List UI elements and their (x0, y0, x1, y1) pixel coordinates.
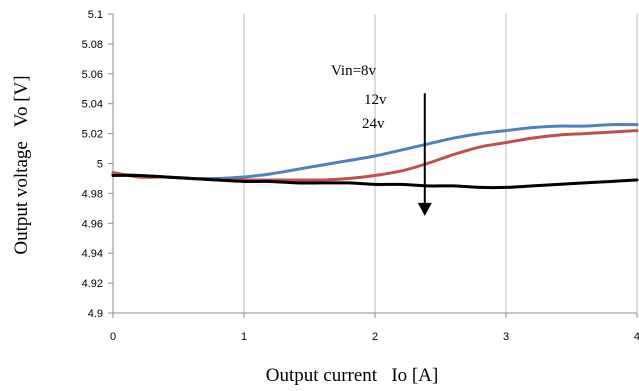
y-tick-label: 4.96 (82, 218, 103, 230)
x-tick-label: 4 (634, 331, 639, 343)
annotation-24v: 24v (362, 116, 385, 132)
y-tick-label: 5.04 (82, 99, 103, 111)
axes (108, 13, 638, 318)
x-tick-label: 0 (110, 331, 116, 343)
y-tick-label: 4.98 (82, 188, 103, 200)
annotations: Vin=8v 12v 24v (331, 63, 387, 132)
x-tick-label: 3 (503, 331, 509, 343)
arrow-head (417, 202, 432, 216)
y-tick-label: 5.02 (82, 129, 103, 141)
decreasing-vin-arrow (417, 93, 432, 216)
y-tick-label: 5.1 (88, 9, 103, 21)
y-axis-title: Output voltage Vo [V] (11, 75, 32, 254)
annotation-vin-8v: Vin=8v (331, 63, 377, 79)
tick-labels: 4.9 4.92 4.94 4.96 4.98 5 5.02 5.04 5.06 5.08 5.1 0… (82, 9, 639, 343)
y-tick-label: 5 (97, 159, 103, 171)
y-tick-label: 5.08 (82, 39, 103, 51)
x-tick-label: 1 (241, 331, 247, 343)
y-tick-label: 4.9 (88, 308, 103, 320)
y-tick-label: 5.06 (82, 69, 103, 81)
y-tick-label: 4.92 (82, 278, 103, 290)
x-axis-title: Output current Io [A] (266, 365, 439, 386)
y-tick-label: 4.94 (82, 248, 103, 260)
annotation-12v: 12v (364, 92, 387, 108)
x-tick-label: 2 (372, 331, 378, 343)
vertical-gridlines (243, 14, 638, 313)
series-line-3 (111, 173, 639, 190)
series-lines (111, 123, 639, 190)
